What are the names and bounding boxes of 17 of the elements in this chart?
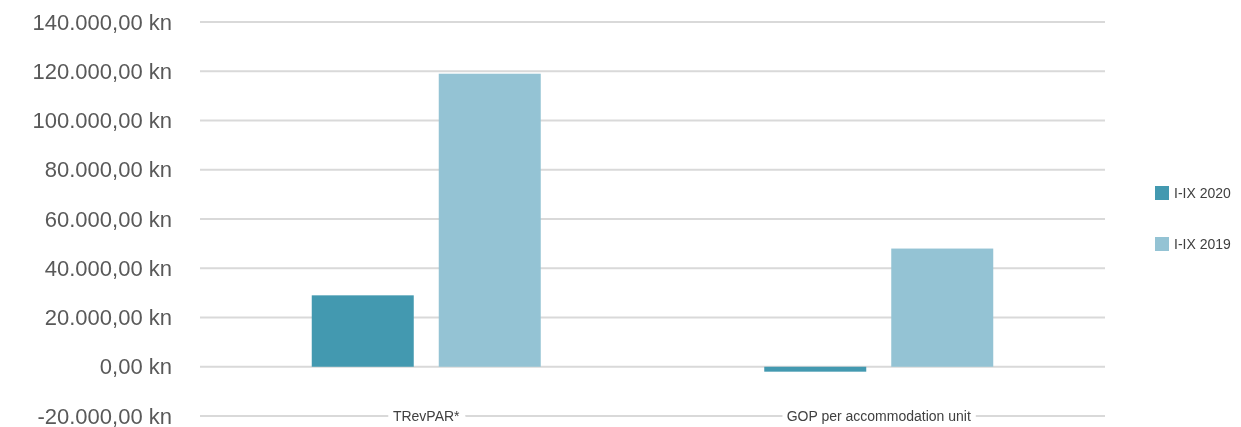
y-tick-label: 80.000,00 kn <box>44 157 172 183</box>
bar <box>764 366 867 372</box>
legend-label: I-IX 2020 <box>1174 184 1232 201</box>
bar <box>311 295 414 367</box>
y-tick-label: 40.000,00 kn <box>44 255 172 281</box>
y-tick-label: 0,00 kn <box>99 354 172 380</box>
bar <box>891 248 994 367</box>
x-tick-label: TRevPAR* <box>392 407 461 424</box>
y-tick-label: 100.000,00 kn <box>32 108 172 134</box>
y-tick-label: -20.000,00 kn <box>37 403 172 427</box>
y-tick-label: 60.000,00 kn <box>44 206 172 232</box>
legend-label: I-IX 2019 <box>1174 235 1232 252</box>
bar <box>438 73 541 367</box>
x-tick-label: GOP per accommodation unit <box>786 407 971 424</box>
y-tick-label: 120.000,00 kn <box>32 58 172 84</box>
y-tick-label: 20.000,00 kn <box>44 305 172 331</box>
y-tick-label: 140.000,00 kn <box>32 9 172 35</box>
